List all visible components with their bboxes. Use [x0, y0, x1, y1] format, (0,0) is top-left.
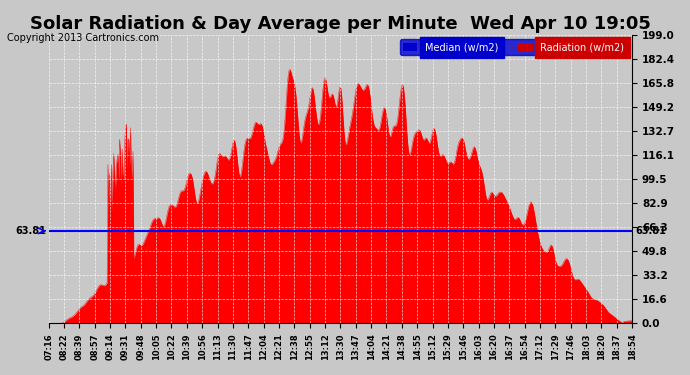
Text: 63.81: 63.81 — [635, 226, 666, 236]
Legend: Median (w/m2), Radiation (w/m2): Median (w/m2), Radiation (w/m2) — [400, 39, 627, 55]
Title: Solar Radiation & Day Average per Minute  Wed Apr 10 19:05: Solar Radiation & Day Average per Minute… — [30, 15, 651, 33]
Text: 63.81: 63.81 — [15, 226, 46, 236]
Text: Copyright 2013 Cartronics.com: Copyright 2013 Cartronics.com — [7, 33, 159, 43]
